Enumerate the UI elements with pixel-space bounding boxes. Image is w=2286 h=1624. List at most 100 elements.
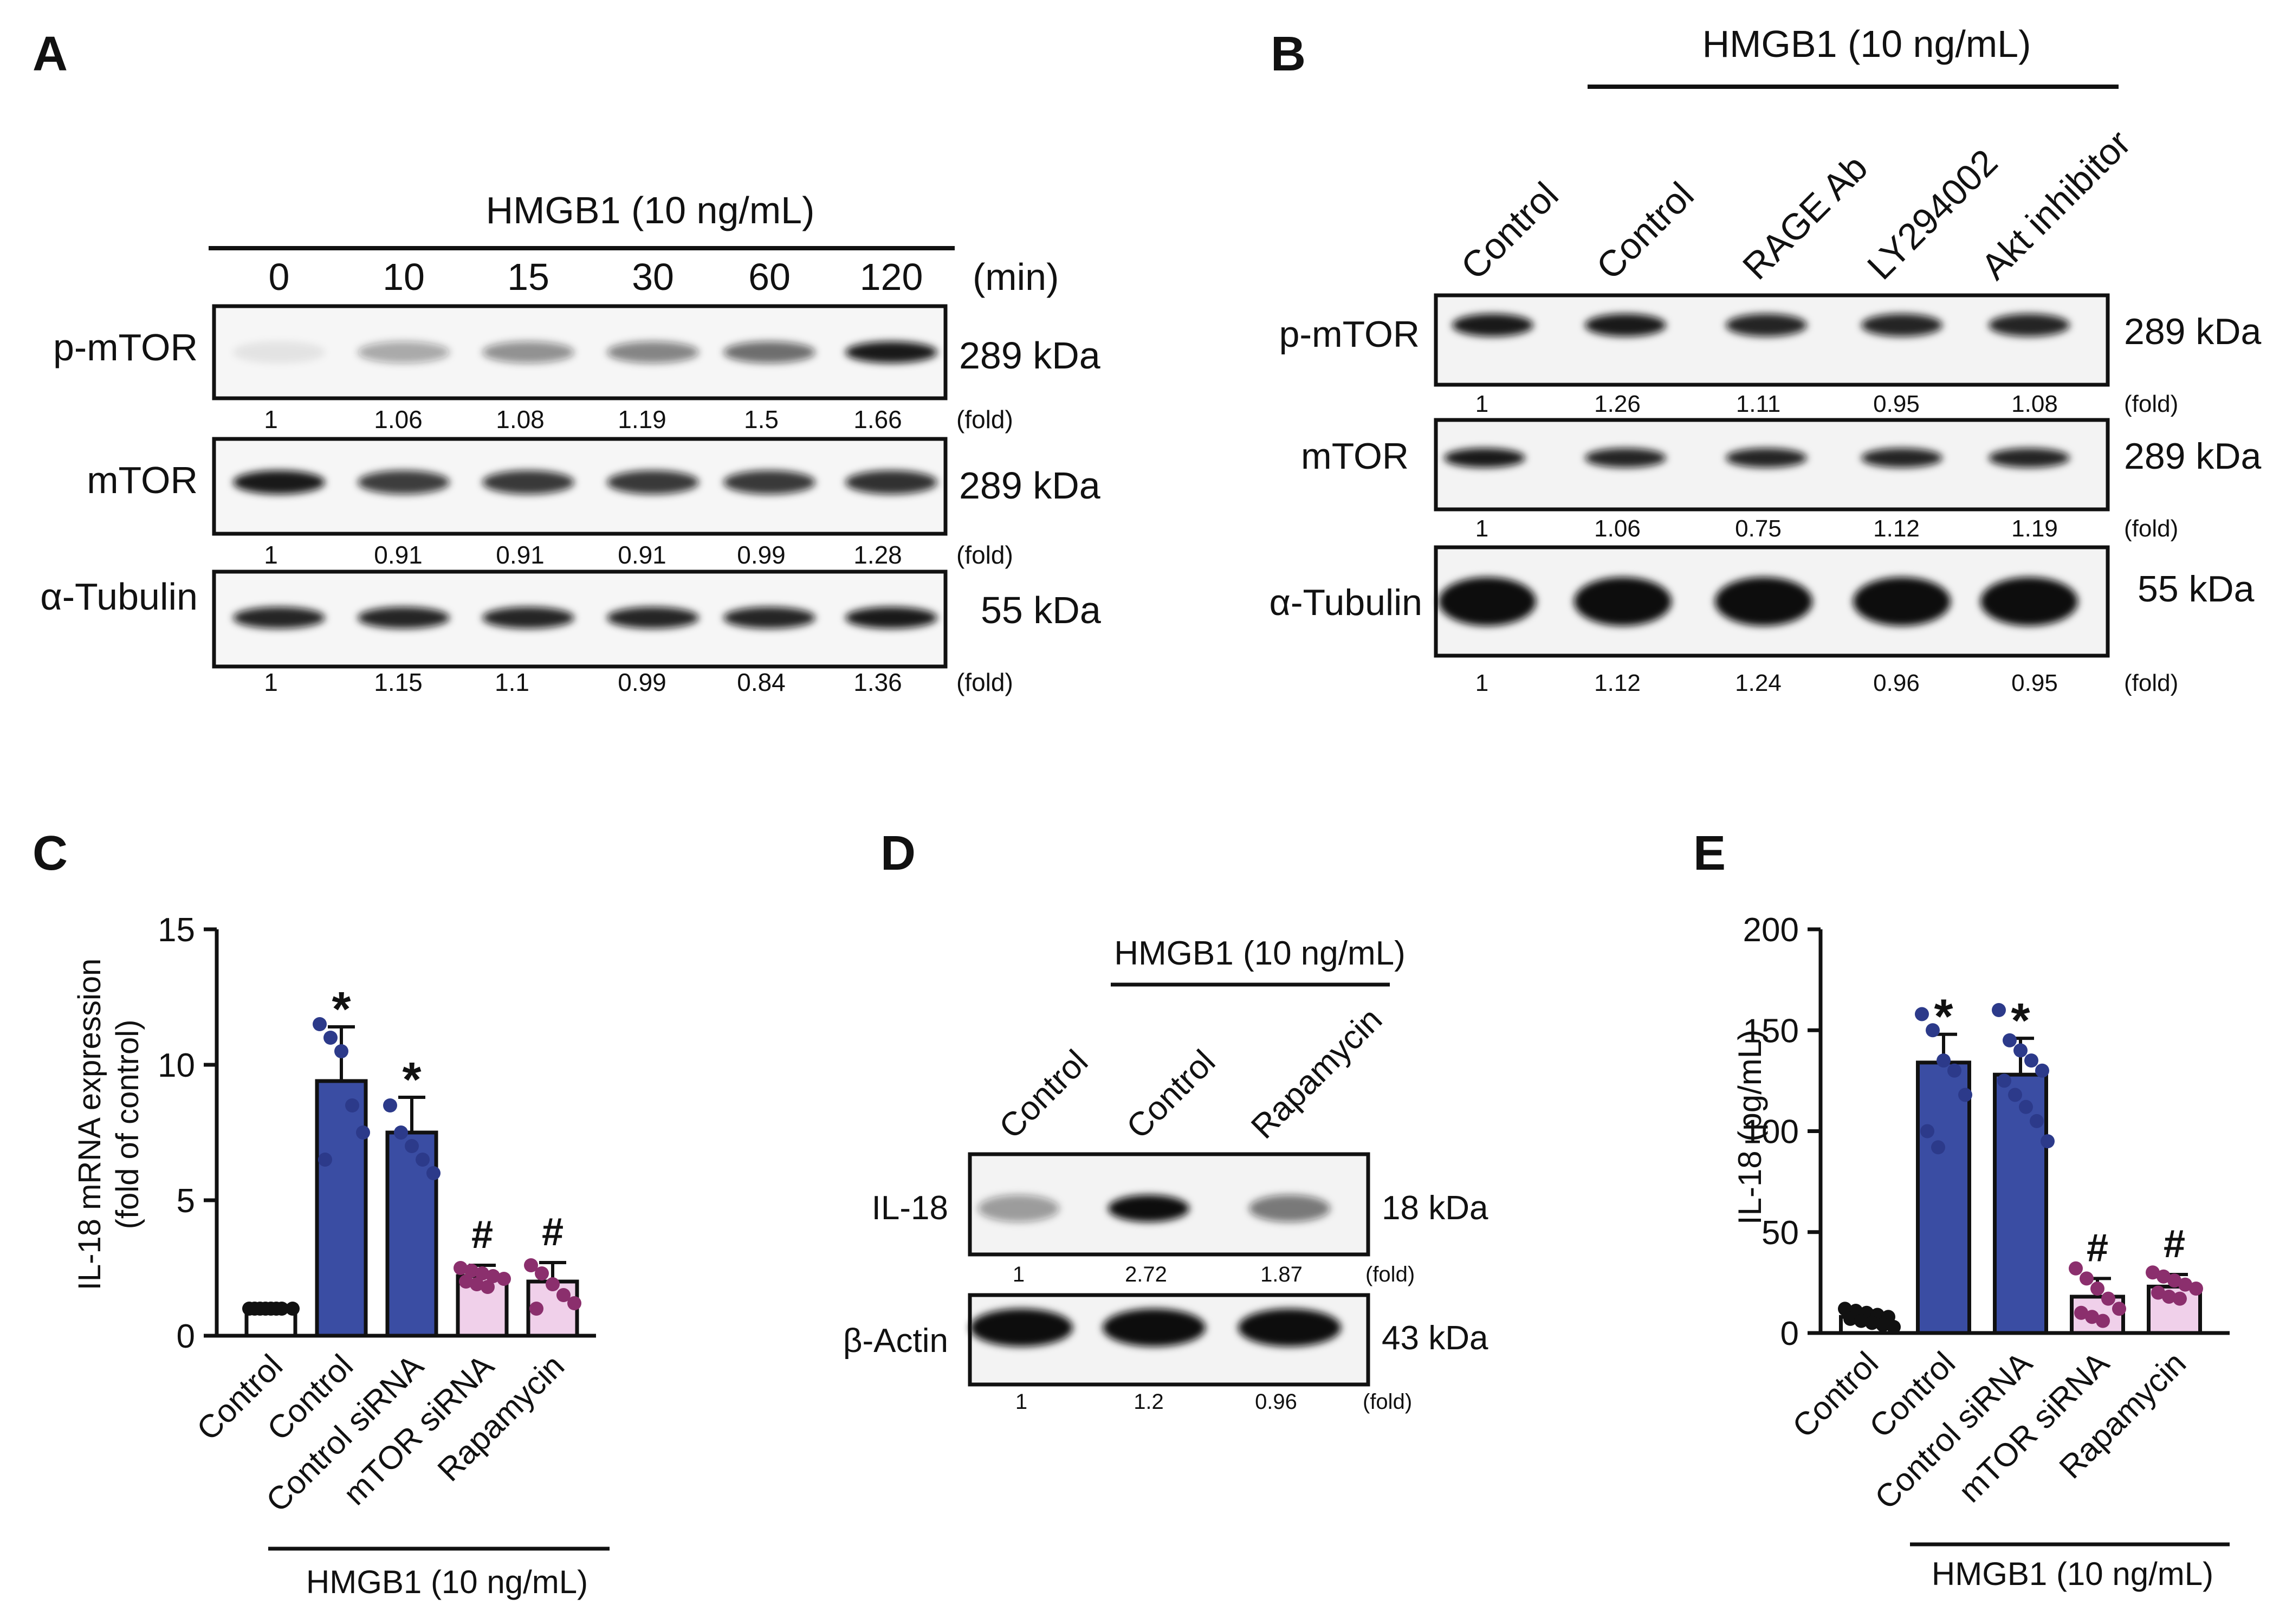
blot-band bbox=[845, 607, 937, 629]
data-point bbox=[1876, 1318, 1890, 1332]
blot-band bbox=[1861, 448, 1942, 468]
panel-a-label: A bbox=[33, 27, 68, 81]
panel-d-treatment-label: HMGB1 (10 ng/mL) bbox=[1114, 935, 1406, 972]
data-point bbox=[2101, 1291, 2115, 1306]
blot-band bbox=[978, 1195, 1059, 1222]
y-tick-label: 5 bbox=[177, 1182, 195, 1220]
panel-b-treatment-label: HMGB1 (10 ng/mL) bbox=[1702, 23, 2031, 65]
data-point bbox=[1937, 1053, 1951, 1068]
y-tick-label: 10 bbox=[158, 1047, 195, 1084]
data-point bbox=[2157, 1269, 2171, 1284]
panel-a-row-size: 289 kDa bbox=[959, 464, 1100, 507]
blot-band bbox=[482, 607, 574, 629]
fold-value: 0.84 bbox=[737, 668, 786, 696]
data-point bbox=[1843, 1311, 1857, 1326]
data-point bbox=[248, 1302, 262, 1316]
fold-unit: (fold) bbox=[2124, 515, 2178, 542]
panel-a-row-label: p-mTOR bbox=[53, 326, 198, 368]
panel-b-lane-headers: Control Control RAGE Ab LY294002 Akt inh… bbox=[1453, 122, 2139, 288]
data-point bbox=[535, 1266, 549, 1280]
blot-band bbox=[1726, 448, 1807, 468]
data-point bbox=[1915, 1007, 1929, 1021]
data-point bbox=[323, 1031, 338, 1045]
data-point bbox=[1947, 1063, 1961, 1078]
data-point bbox=[1926, 1023, 1940, 1038]
lane-label: Control bbox=[1589, 174, 1702, 288]
data-point bbox=[459, 1274, 473, 1289]
data-point bbox=[529, 1302, 543, 1316]
panel-d-folds-actin: 1 1.2 0.96 (fold) bbox=[1015, 1390, 1412, 1414]
blot-band bbox=[1861, 314, 1942, 337]
fold-value: 0.99 bbox=[737, 541, 786, 569]
lane-label: Control bbox=[992, 1043, 1095, 1146]
bar bbox=[1916, 1060, 1971, 1335]
blot-bands bbox=[978, 1195, 1330, 1222]
data-point bbox=[2146, 1265, 2160, 1280]
fold-unit: (fold) bbox=[956, 541, 1013, 569]
data-point bbox=[345, 1098, 359, 1112]
fold-value: 1.2 bbox=[1134, 1390, 1164, 1414]
fold-value: 1.24 bbox=[1735, 670, 1782, 696]
data-point bbox=[2003, 1033, 2017, 1047]
blot-bands bbox=[970, 1309, 1341, 1347]
blot-frame bbox=[212, 570, 948, 669]
blot-band bbox=[1585, 314, 1666, 337]
fold-value: 1.12 bbox=[1594, 670, 1641, 696]
panel-a-blot-tubulin bbox=[212, 570, 948, 669]
blot-band bbox=[1715, 577, 1812, 626]
data-point bbox=[454, 1261, 468, 1275]
panel-a-time: 10 bbox=[383, 256, 425, 298]
fold-unit: (fold) bbox=[2124, 391, 2178, 417]
data-point bbox=[464, 1264, 478, 1278]
blot-band bbox=[1980, 577, 2078, 626]
lane-label: Control bbox=[1119, 1043, 1222, 1146]
blot-band bbox=[482, 470, 574, 494]
fold-value: 1.28 bbox=[853, 541, 902, 569]
data-point bbox=[2013, 1043, 2028, 1058]
data-point bbox=[1997, 1073, 2011, 1088]
significance-mark: * bbox=[2011, 994, 2030, 1048]
panel-c-group-label: HMGB1 (10 ng/mL) bbox=[306, 1564, 588, 1600]
blot-band bbox=[845, 341, 937, 363]
blot-band bbox=[233, 341, 325, 363]
fold-value: 0.75 bbox=[1735, 515, 1782, 542]
data-point bbox=[2151, 1285, 2165, 1300]
blot-band bbox=[233, 470, 325, 494]
blot-band bbox=[358, 607, 450, 629]
panel-d-row-size: 43 kDa bbox=[1382, 1319, 1488, 1357]
significance-mark: * bbox=[402, 1053, 421, 1107]
fold-value: 0.95 bbox=[2011, 670, 2058, 696]
fold-unit: (fold) bbox=[1365, 1263, 1415, 1286]
data-point bbox=[546, 1277, 560, 1291]
data-point bbox=[1920, 1124, 1934, 1138]
panel-a-time: 15 bbox=[507, 256, 549, 298]
panel-a: A HMGB1 (10 ng/mL) 0 10 15 30 60 120 (mi… bbox=[33, 27, 1101, 696]
panel-d-folds-il18: 1 2.72 1.87 (fold) bbox=[1013, 1263, 1415, 1286]
fold-value: 1.08 bbox=[2011, 391, 2058, 417]
blot-band bbox=[723, 470, 815, 494]
data-point bbox=[2090, 1282, 2104, 1296]
panel-a-row-size: 289 kDa bbox=[959, 334, 1100, 377]
panel-e-ylabel: IL-18 (pg/mL) bbox=[1732, 1030, 1768, 1225]
blot-band bbox=[1585, 448, 1666, 468]
panel-b-label: B bbox=[1271, 27, 1306, 81]
data-point bbox=[258, 1302, 273, 1316]
blot-bands bbox=[233, 607, 937, 629]
blot-band bbox=[1989, 448, 2070, 468]
data-point bbox=[2069, 1261, 2083, 1276]
data-point bbox=[1958, 1088, 1972, 1102]
data-point bbox=[405, 1139, 419, 1153]
data-point bbox=[2096, 1314, 2110, 1328]
bar bbox=[315, 1079, 368, 1338]
significance-mark: # bbox=[2087, 1226, 2108, 1270]
panel-a-folds-tubulin: 1 1.15 1.1 0.99 0.84 1.36 (fold) bbox=[264, 668, 1013, 696]
fold-value: 1 bbox=[1013, 1263, 1025, 1286]
blot-band bbox=[233, 607, 325, 629]
panel-b-row-size: 289 kDa bbox=[2124, 311, 2261, 352]
blot-band bbox=[1726, 314, 1807, 337]
fold-value: 0.91 bbox=[496, 541, 545, 569]
data-point bbox=[426, 1166, 441, 1180]
data-point bbox=[2030, 1114, 2044, 1128]
